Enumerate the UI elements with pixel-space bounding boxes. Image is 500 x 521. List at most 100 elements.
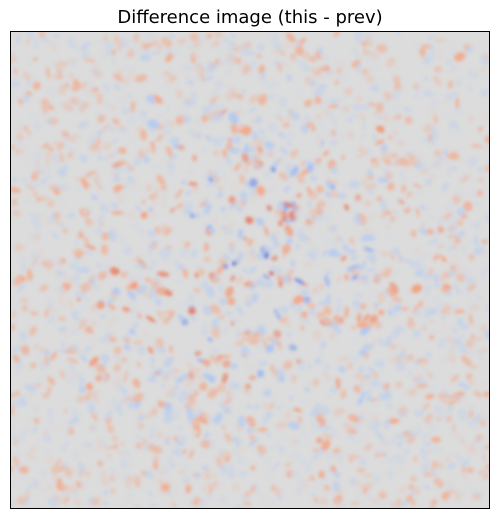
noise-blob (427, 35, 436, 40)
noise-blob (221, 206, 226, 212)
noise-blob (57, 290, 65, 304)
noise-blob (55, 465, 65, 473)
noise-blob (413, 155, 422, 163)
noise-blob (377, 292, 386, 304)
noise-blob (11, 80, 22, 88)
noise-blob (373, 502, 384, 508)
noise-blob (367, 380, 374, 389)
noise-blob (418, 228, 430, 236)
noise-blob (77, 102, 85, 110)
noise-blob (305, 462, 313, 474)
noise-blob (158, 479, 163, 486)
noise-blob (25, 77, 33, 89)
noise-blob (328, 97, 341, 105)
noise-blob (373, 302, 380, 307)
noise-blob (18, 395, 27, 407)
noise-blob (277, 493, 282, 500)
noise-blob (121, 306, 131, 312)
noise-blob (162, 304, 167, 309)
noise-blob (200, 439, 211, 449)
noise-blob (144, 291, 150, 299)
noise-blob (454, 394, 465, 399)
noise-blob (192, 186, 199, 192)
noise-blob (106, 307, 115, 315)
noise-blob (11, 392, 16, 398)
noise-blob (223, 407, 232, 414)
noise-blob (113, 363, 122, 372)
noise-blob (229, 41, 235, 47)
noise-blob (428, 174, 436, 181)
noise-blob (304, 387, 311, 392)
noise-blob (467, 410, 474, 418)
noise-blob (56, 32, 62, 37)
noise-blob (270, 233, 277, 244)
noise-blob (86, 139, 97, 145)
noise-blob (196, 299, 207, 308)
noise-blob (308, 309, 317, 316)
noise-blob (210, 191, 215, 196)
noise-blob (92, 94, 99, 102)
noise-blob (189, 312, 197, 322)
noise-blob (218, 136, 229, 141)
noise-blob (11, 176, 18, 182)
noise-blob (354, 194, 362, 202)
noise-blob (458, 381, 470, 390)
noise-blob (348, 413, 360, 423)
noise-blob (289, 433, 301, 440)
noise-blob (347, 264, 360, 271)
noise-blob (313, 495, 318, 504)
noise-blob (127, 70, 136, 82)
noise-blob (118, 237, 125, 245)
noise-blob (47, 41, 54, 49)
noise-blob (449, 268, 456, 277)
noise-blob (360, 458, 366, 466)
noise-blob (448, 327, 455, 334)
noise-blob (398, 434, 404, 439)
noise-blob (481, 239, 488, 245)
noise-blob (309, 55, 317, 63)
noise-blob (215, 265, 224, 275)
noise-blob (111, 293, 119, 300)
noise-blob (253, 344, 266, 352)
noise-blob (437, 50, 445, 59)
noise-blob (77, 229, 83, 239)
noise-blob (98, 440, 110, 449)
noise-blob (250, 61, 256, 67)
noise-blob (249, 69, 254, 78)
noise-blob (474, 305, 480, 310)
noise-blob (290, 470, 302, 479)
noise-blob (299, 83, 310, 91)
noise-blob (147, 490, 153, 497)
noise-blob (132, 47, 140, 59)
noise-blob (35, 150, 44, 160)
noise-blob (45, 484, 55, 491)
noise-blob (97, 460, 103, 467)
noise-blob (286, 109, 294, 121)
noise-blob (174, 447, 184, 458)
noise-blob (259, 494, 267, 503)
noise-blob (177, 263, 185, 271)
noise-blob (420, 220, 427, 228)
noise-blob (210, 416, 216, 423)
noise-blob (394, 104, 400, 117)
noise-blob (435, 160, 441, 169)
noise-blob (378, 309, 385, 316)
noise-blob (92, 275, 98, 279)
noise-blob (55, 286, 66, 293)
noise-blob (308, 67, 319, 72)
noise-blob (173, 258, 179, 265)
noise-blob (25, 68, 32, 75)
noise-blob (22, 125, 29, 132)
noise-blob (216, 426, 224, 434)
noise-blob (407, 371, 414, 376)
noise-blob (68, 363, 76, 371)
noise-blob (190, 366, 202, 376)
noise-blob (383, 91, 393, 101)
noise-blob (466, 373, 472, 380)
noise-blob (323, 236, 333, 248)
noise-blob (403, 106, 414, 113)
noise-blob (56, 478, 63, 491)
noise-blob (370, 233, 376, 238)
noise-blob (314, 358, 322, 365)
noise-blob (373, 476, 380, 482)
